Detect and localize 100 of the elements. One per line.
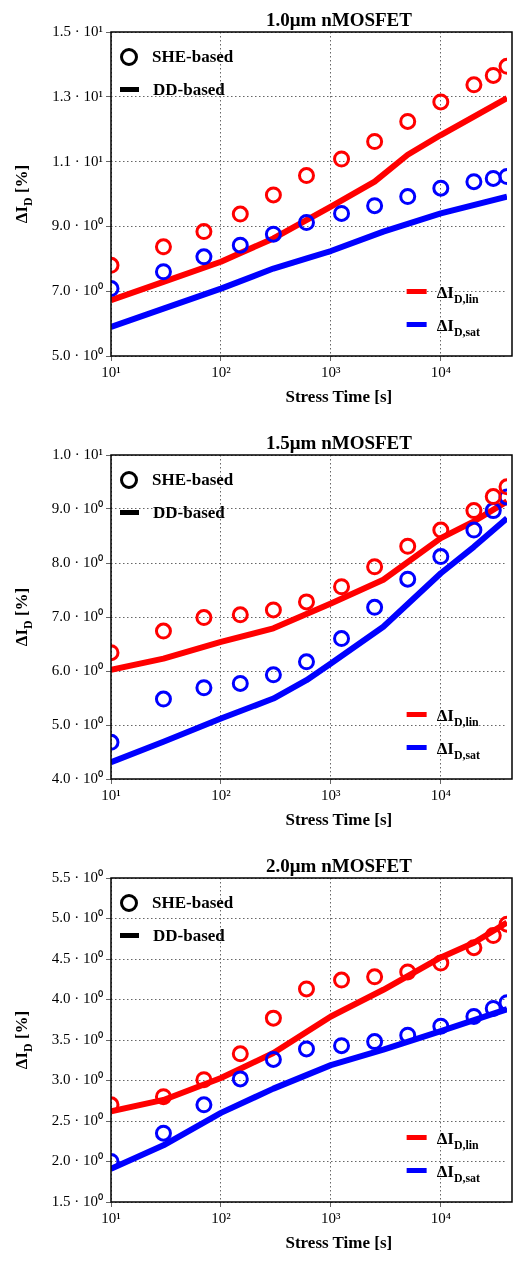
y-tick-label: 1.1 · 10¹ [52, 152, 103, 169]
point [333, 150, 351, 168]
point [195, 1096, 213, 1114]
x-axis-title: Stress Time [s] [285, 387, 393, 406]
point [264, 1009, 282, 1027]
y-tick-label: 1.3 · 10¹ [52, 87, 103, 104]
y-tick-label: 9.0 · 10⁰ [51, 499, 103, 516]
point [366, 1033, 384, 1051]
annotation: SHE-based [152, 892, 234, 913]
point [432, 548, 450, 566]
point [297, 593, 315, 611]
point [195, 223, 213, 241]
point [366, 598, 384, 616]
point [297, 214, 315, 232]
x-tick-label: 10¹ [101, 363, 121, 380]
point [366, 558, 384, 576]
point [264, 1050, 282, 1068]
point [231, 606, 249, 624]
point [231, 236, 249, 254]
x-tick-label: 10³ [321, 363, 342, 380]
y-tick-label: 2.0 · 10⁰ [51, 1152, 103, 1169]
y-tick-label: 8.0 · 10⁰ [51, 553, 103, 570]
annotation: DD-based [153, 79, 225, 100]
point [231, 205, 249, 223]
y-tick-label: 2.5 · 10⁰ [51, 1111, 103, 1128]
y-tick-label: 7.0 · 10⁰ [51, 607, 103, 624]
x-tick-label: 10³ [321, 786, 342, 803]
point [366, 197, 384, 215]
y-tick-label: 4.0 · 10⁰ [51, 769, 103, 786]
chart-title: 2.0μm nMOSFET [266, 855, 413, 876]
point [465, 173, 483, 191]
annotation: DD-based [153, 925, 225, 946]
y-tick-label: 3.5 · 10⁰ [51, 1030, 103, 1047]
x-tick-label: 10³ [321, 1209, 342, 1226]
x-tick-label: 10⁴ [430, 1209, 451, 1226]
point [264, 666, 282, 684]
point [465, 76, 483, 94]
annotation: SHE-based [152, 46, 234, 67]
point [432, 179, 450, 197]
point [297, 167, 315, 185]
y-tick-label: 1.0 · 10¹ [52, 445, 103, 462]
point [432, 93, 450, 111]
point [231, 674, 249, 692]
point [333, 971, 351, 989]
chart-title: 1.0μm nMOSFET [266, 9, 413, 30]
x-tick-label: 10⁴ [430, 363, 451, 380]
point [432, 521, 450, 539]
y-tick-label: 7.0 · 10⁰ [51, 282, 103, 299]
x-tick-label: 10¹ [101, 1209, 121, 1226]
point [399, 537, 417, 555]
y-tick-label: 1.5 · 10¹ [52, 22, 103, 39]
point [264, 186, 282, 204]
y-axis-title: ΔID [%] [12, 164, 36, 224]
x-tick-label: 10² [211, 1209, 232, 1226]
x-tick-label: 10² [211, 786, 232, 803]
point [297, 653, 315, 671]
point [465, 1008, 483, 1026]
point [366, 133, 384, 151]
x-tick-label: 10² [211, 363, 232, 380]
y-axis-title: ΔID [%] [12, 1010, 36, 1070]
annotation: DD-based [153, 502, 225, 523]
y-tick-label: 5.0 · 10⁰ [51, 715, 103, 732]
y-tick-label: 9.0 · 10⁰ [51, 217, 103, 234]
point [264, 225, 282, 243]
point [465, 939, 483, 957]
x-axis-title: Stress Time [s] [285, 1233, 393, 1252]
point [465, 521, 483, 539]
point [231, 1070, 249, 1088]
point [399, 188, 417, 206]
point [195, 248, 213, 266]
point [333, 630, 351, 648]
point [366, 968, 384, 986]
point [333, 1037, 351, 1055]
y-tick-label: 5.5 · 10⁰ [51, 868, 103, 885]
point [297, 980, 315, 998]
point [399, 963, 417, 981]
chart-title: 1.5μm nMOSFET [266, 432, 413, 453]
y-tick-label: 6.0 · 10⁰ [51, 661, 103, 678]
point [399, 570, 417, 588]
y-tick-label: 4.0 · 10⁰ [51, 990, 103, 1007]
point [465, 502, 483, 520]
y-tick-label: 1.5 · 10⁰ [51, 1192, 103, 1209]
y-axis-title: ΔID [%] [12, 587, 36, 647]
x-tick-label: 10¹ [101, 786, 121, 803]
point [195, 1071, 213, 1089]
x-axis-title: Stress Time [s] [285, 810, 393, 829]
annotation: SHE-based [152, 469, 234, 490]
point [264, 601, 282, 619]
y-tick-label: 3.0 · 10⁰ [51, 1071, 103, 1088]
point [333, 578, 351, 596]
point [399, 112, 417, 130]
point [432, 1017, 450, 1035]
point [297, 1040, 315, 1058]
point [432, 954, 450, 972]
point [195, 609, 213, 627]
point [231, 1045, 249, 1063]
point [195, 679, 213, 697]
y-tick-label: 5.0 · 10⁰ [51, 909, 103, 926]
point [333, 204, 351, 222]
y-tick-label: 5.0 · 10⁰ [51, 346, 103, 363]
